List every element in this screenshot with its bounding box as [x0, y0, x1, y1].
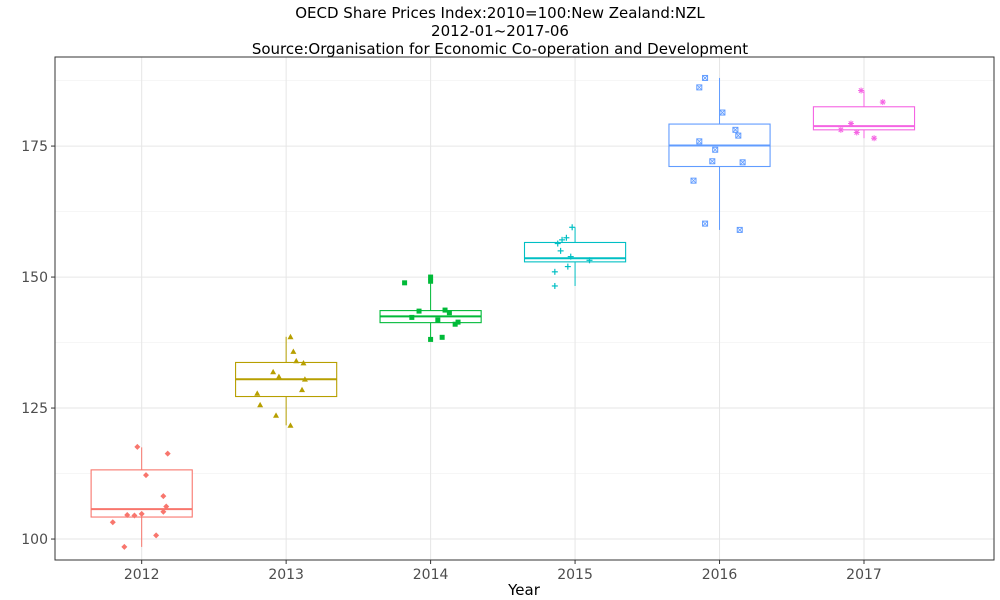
data-point — [858, 87, 865, 94]
data-point — [586, 257, 593, 264]
data-point — [455, 319, 461, 325]
data-point — [690, 177, 697, 184]
data-point — [563, 234, 570, 241]
data-point — [567, 253, 574, 260]
data-point — [293, 357, 300, 364]
data-point — [257, 401, 264, 408]
chart-source: Source:Organisation for Economic Co-oper… — [251, 40, 749, 58]
data-point — [270, 368, 277, 375]
data-point — [428, 274, 434, 280]
y-tick-label: 175 — [21, 139, 48, 155]
data-point — [569, 224, 576, 231]
data-point — [557, 247, 564, 254]
chart-titles: OECD Share Prices Index:2010=100:New Zea… — [0, 4, 1000, 58]
x-tick-label: 2017 — [846, 567, 882, 583]
x-tick-label: 2015 — [557, 567, 593, 583]
data-point — [109, 519, 116, 526]
data-point — [131, 512, 138, 519]
data-point — [273, 412, 280, 418]
data-point — [739, 159, 746, 166]
data-point — [428, 278, 434, 284]
x-tick-label: 2014 — [413, 567, 449, 583]
box-2017 — [812, 90, 916, 139]
data-point — [439, 334, 445, 340]
data-point — [702, 74, 709, 81]
box-2014 — [379, 277, 482, 340]
data-point — [160, 508, 167, 515]
data-point — [275, 373, 282, 380]
data-point — [709, 158, 716, 165]
data-point — [554, 240, 561, 247]
box-body — [523, 241, 627, 263]
y-tick-label: 125 — [21, 401, 48, 417]
data-point — [435, 317, 441, 323]
x-tick-label: 2013 — [268, 567, 304, 583]
data-point — [879, 99, 886, 106]
data-point — [163, 503, 170, 510]
data-point — [853, 129, 860, 136]
data-point — [416, 308, 422, 314]
box-layer — [90, 77, 916, 547]
data-point — [134, 443, 141, 450]
x-tick-label: 2016 — [702, 567, 738, 583]
data-point — [736, 226, 743, 233]
data-point — [299, 386, 306, 393]
y-tick-label: 100 — [21, 532, 48, 548]
data-point — [696, 138, 703, 145]
data-point — [732, 126, 739, 133]
box-2015 — [523, 227, 627, 286]
data-point — [559, 236, 566, 243]
grid-layer — [55, 57, 994, 560]
axis-layer: 100 125 150 175 2012 2013 2014 2015 2016 2017 — [21, 139, 882, 583]
x-axis-label: Year — [507, 581, 541, 599]
data-point — [551, 268, 558, 275]
data-point — [551, 282, 558, 289]
data-point — [254, 390, 261, 396]
data-point — [153, 532, 160, 539]
box-2012 — [90, 447, 193, 547]
data-point — [702, 220, 709, 227]
data-point — [287, 333, 294, 340]
x-tick-label: 2012 — [124, 567, 160, 583]
data-point — [452, 321, 458, 327]
data-point — [160, 493, 167, 500]
data-point — [442, 307, 448, 313]
data-point — [290, 348, 297, 354]
data-point — [287, 422, 294, 428]
point-layer — [109, 74, 886, 550]
data-point — [301, 376, 308, 382]
data-point — [428, 336, 434, 342]
data-point — [837, 126, 844, 133]
chart-subtitle: 2012-01~2017-06 — [431, 22, 569, 40]
box-2013 — [235, 336, 338, 426]
chart-title: OECD Share Prices Index:2010=100:New Zea… — [295, 4, 705, 22]
data-point — [564, 263, 571, 270]
box-2016 — [668, 77, 771, 230]
data-point — [409, 314, 415, 320]
data-point — [735, 132, 742, 139]
data-point — [446, 310, 452, 316]
data-point — [696, 84, 703, 91]
y-tick-label: 150 — [21, 270, 48, 286]
box-body — [812, 106, 916, 131]
data-point — [402, 280, 408, 286]
plot-border — [54, 56, 995, 561]
data-point — [164, 450, 171, 457]
data-point — [138, 510, 145, 517]
data-point — [121, 543, 128, 550]
data-point — [847, 120, 854, 127]
data-point — [871, 135, 878, 142]
data-point — [300, 359, 307, 366]
data-point — [712, 146, 719, 153]
data-point — [143, 472, 150, 479]
data-point — [124, 511, 131, 518]
data-point — [719, 109, 726, 116]
